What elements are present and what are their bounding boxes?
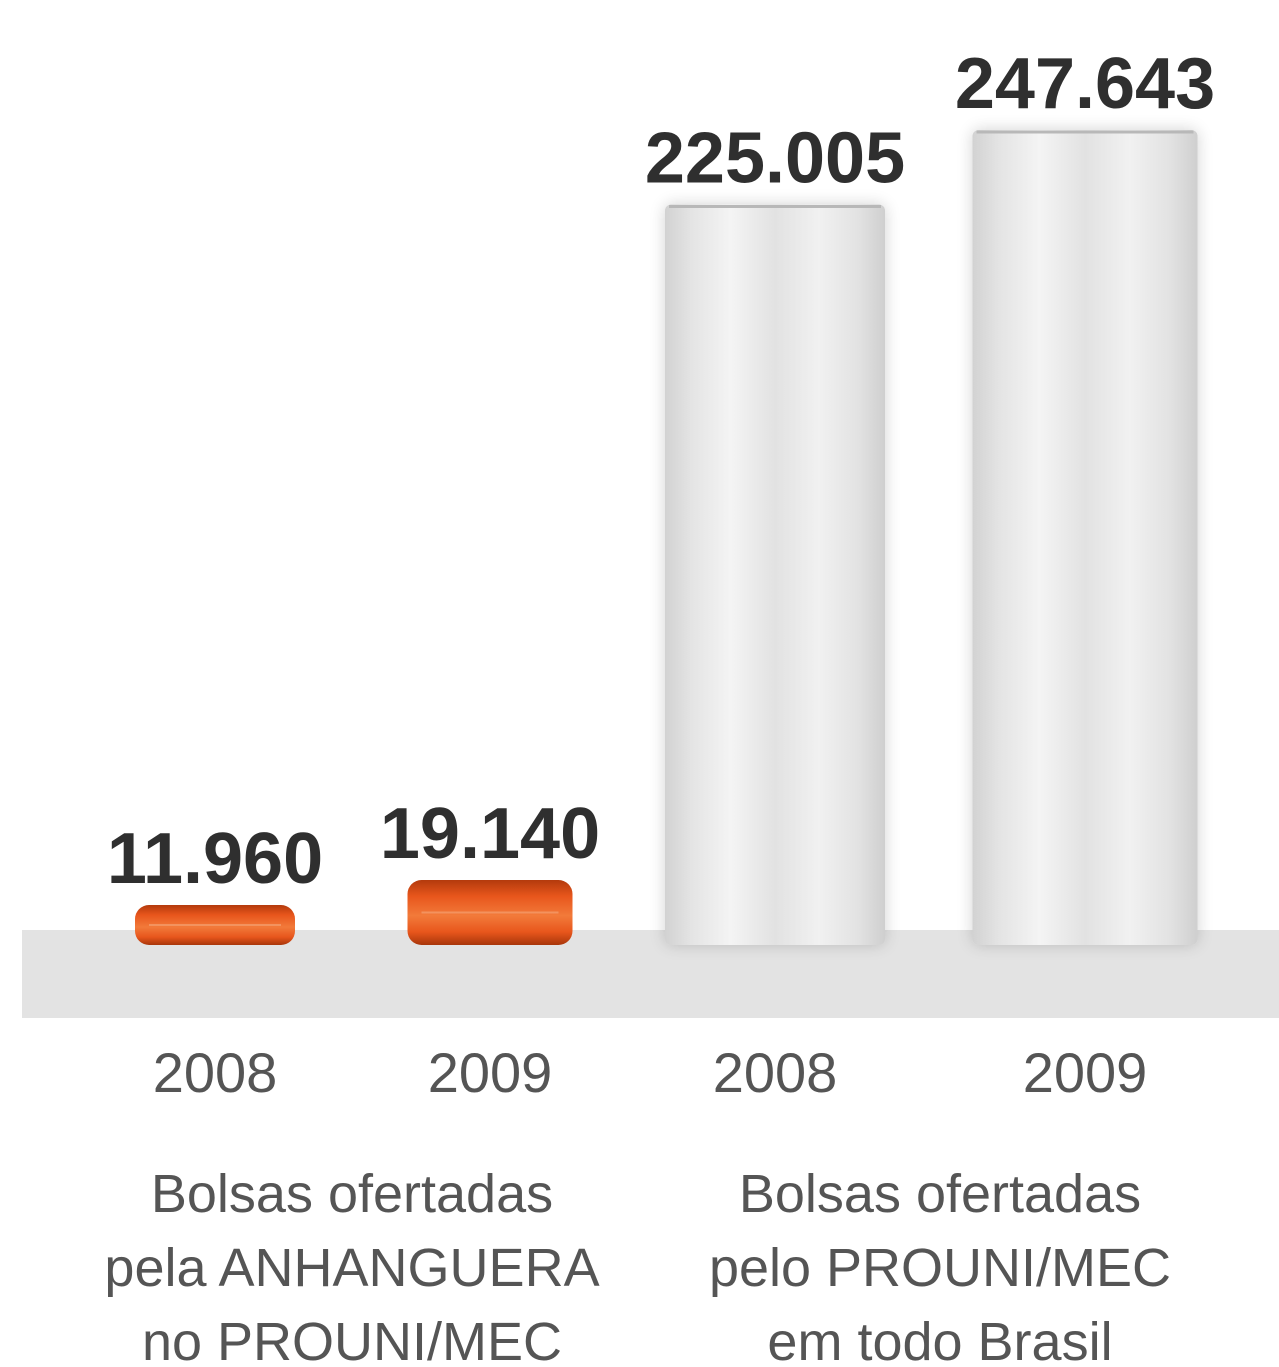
- value-label: 247.643: [955, 44, 1215, 124]
- bar-prouni-2008: [665, 205, 885, 945]
- group-label-line: Bolsas ofertadas: [151, 1164, 553, 1224]
- category-label: 2009: [1023, 1041, 1148, 1104]
- group-label-line: em todo Brasil: [767, 1312, 1112, 1362]
- value-label: 11.960: [107, 819, 323, 899]
- group-label-line: pelo PROUNI/MEC: [709, 1238, 1171, 1298]
- value-label: 19.140: [380, 794, 600, 874]
- value-label: 225.005: [645, 119, 905, 199]
- group-label-line: pela ANHANGUERA: [104, 1238, 599, 1298]
- group-label-line: no PROUNI/MEC: [142, 1312, 562, 1362]
- category-label: 2008: [713, 1041, 838, 1104]
- group-label-line: Bolsas ofertadas: [739, 1164, 1141, 1224]
- bar-prouni-2009: [973, 130, 1198, 945]
- category-label: 2009: [428, 1041, 553, 1104]
- category-label: 2008: [153, 1041, 278, 1104]
